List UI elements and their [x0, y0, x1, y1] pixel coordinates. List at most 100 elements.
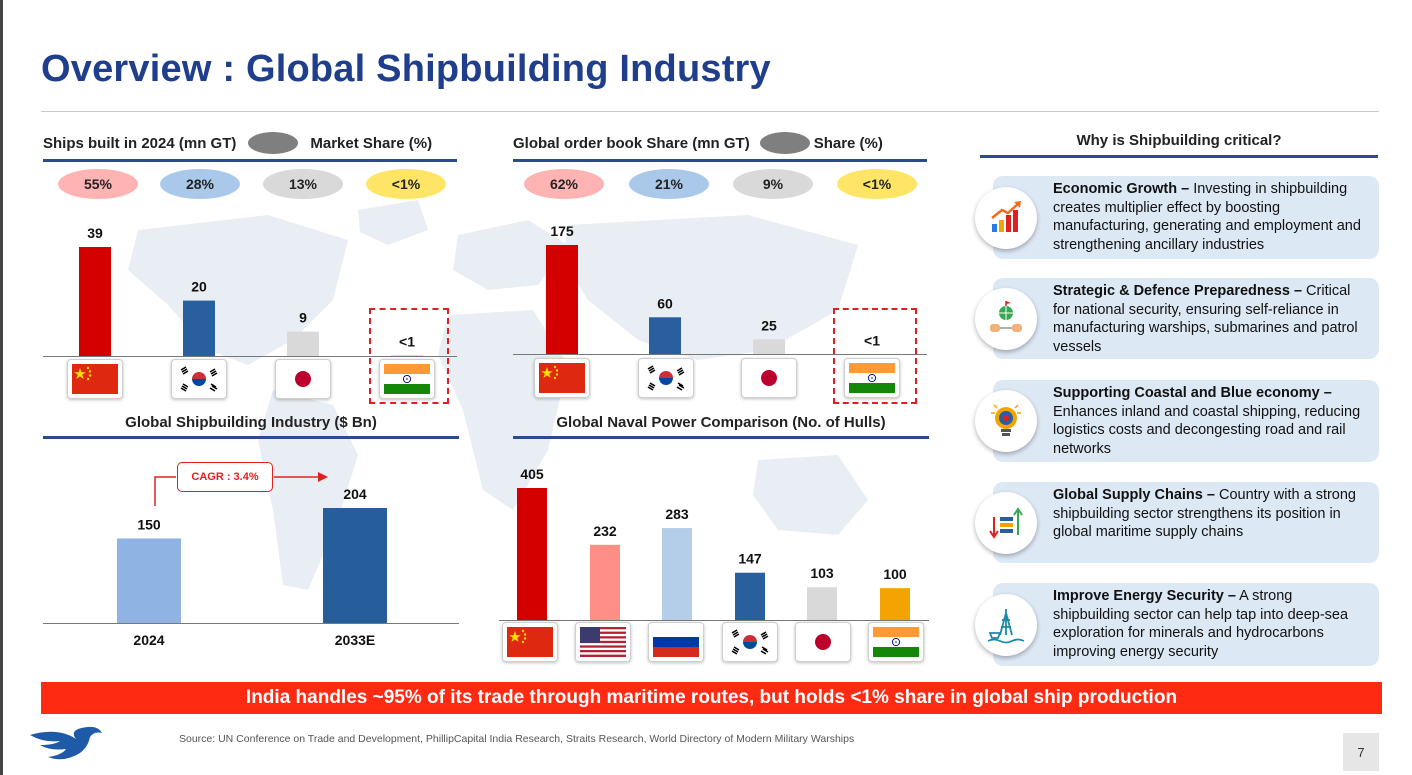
- share-pill-korea: 28%: [160, 169, 240, 199]
- flag-india-graphic: [384, 364, 430, 394]
- industry-size-axis: [43, 623, 459, 624]
- industry-size-chart: 150 2024 204 2033E: [117, 486, 387, 648]
- ships-built-header: Ships built in 2024 (mn GT) Market Share…: [43, 132, 457, 162]
- critical-text: Global Supply Chains – Country with a st…: [1053, 486, 1371, 542]
- industry-size-title: Global Shipbuilding Industry ($ Bn): [125, 414, 377, 431]
- value-label: 150: [137, 516, 161, 532]
- critical-title: Supporting Coastal and Blue economy –: [1053, 385, 1332, 401]
- key-insight-banner: India handles ~95% of its trade through …: [41, 682, 1382, 714]
- critical-title: Economic Growth –: [1053, 181, 1190, 197]
- bar-china: [79, 247, 111, 357]
- bar-japan: [807, 587, 837, 621]
- flag-korea-graphic: [643, 363, 689, 393]
- bar-china: [517, 488, 547, 621]
- value-label: 9: [299, 310, 307, 326]
- value-label: <1: [399, 334, 415, 350]
- share-pill-korea: 21%: [629, 169, 709, 199]
- naval-power-title: Global Naval Power Comparison (No. of Hu…: [556, 414, 886, 431]
- critical-body: Critical for national security, ensuring…: [1053, 283, 1358, 355]
- bar-russia: [662, 528, 692, 621]
- naval-power-chart: 405 232 283 147 103 100: [517, 466, 910, 621]
- flag-japan-icon: [741, 358, 797, 398]
- flag-china-graphic: [507, 627, 553, 657]
- value-label: 232: [593, 523, 617, 539]
- bulb-gear-icon: [975, 390, 1037, 452]
- naval-power-header: Global Naval Power Comparison (No. of Hu…: [513, 414, 929, 439]
- ships-built-axis: [43, 356, 457, 357]
- flag-india-graphic: [873, 627, 919, 657]
- flag-china-icon: [67, 359, 123, 399]
- supply-chain-icon: [975, 492, 1037, 554]
- flag-india-graphic: [849, 363, 895, 393]
- share-pill-china: 55%: [58, 169, 138, 199]
- share-legend-swatch: [759, 132, 810, 154]
- value-label: 100: [883, 566, 907, 582]
- value-label: 25: [761, 317, 777, 333]
- critical-card-economic-growth: Economic Growth – Investing in shipbuild…: [975, 176, 1379, 259]
- bar-japan: [287, 331, 319, 357]
- flag-china-graphic: [72, 364, 118, 394]
- value-label: 175: [550, 223, 574, 239]
- company-logo: [30, 726, 102, 760]
- page-title: Overview : Global Shipbuilding Industry: [41, 48, 771, 90]
- share-pill-japan: 13%: [263, 169, 343, 199]
- flag-china-icon: [534, 358, 590, 398]
- ships-built-legend-label: Market Share (%): [310, 134, 433, 152]
- flag-china-icon: [502, 622, 558, 662]
- bar-south-korea: [183, 300, 215, 357]
- flag-russia-icon: [648, 622, 704, 662]
- flag-korea-icon: [171, 359, 227, 399]
- category-label: 2024: [133, 632, 164, 648]
- bar-japan: [753, 339, 785, 355]
- critical-text: Supporting Coastal and Blue economy – En…: [1053, 384, 1371, 458]
- bar-india: [880, 588, 910, 621]
- share-pill-china: 62%: [524, 169, 604, 199]
- value-label: 39: [87, 225, 103, 241]
- india-highlight-box: [369, 308, 449, 404]
- critical-body: Enhances inland and coastal shipping, re…: [1053, 403, 1361, 457]
- cagr-annotation: CAGR : 3.4%: [177, 462, 273, 492]
- value-label: 283: [665, 506, 689, 522]
- industry-size-header: Global Shipbuilding Industry ($ Bn): [43, 414, 459, 439]
- critical-body: A strong shipbuilding sector can help ta…: [1053, 588, 1349, 660]
- source-note: Source: UN Conference on Trade and Devel…: [179, 733, 855, 745]
- share-pill-india: <1%: [366, 169, 446, 199]
- flag-japan-graphic: [800, 627, 846, 657]
- flag-india-icon: [379, 359, 435, 399]
- value-label: 405: [520, 466, 544, 482]
- flag-korea-graphic: [176, 364, 222, 394]
- flag-japan-icon: [275, 359, 331, 399]
- value-label: 204: [343, 486, 367, 502]
- growth-chart-icon: [975, 187, 1037, 249]
- critical-card-blue-economy: Supporting Coastal and Blue economy – En…: [975, 380, 1379, 462]
- ships-built-chart: 39 20 9 <1: [79, 225, 423, 357]
- order-book-legend-label: Share (%): [813, 134, 883, 152]
- flag-india-icon: [868, 622, 924, 662]
- naval-power-axis: [499, 620, 929, 621]
- critical-heading: Why is Shipbuilding critical?: [980, 132, 1378, 158]
- order-book-title: Global order book Share (mn GT): [513, 134, 750, 152]
- flag-india-icon: [844, 358, 900, 398]
- value-label: 60: [657, 295, 673, 311]
- critical-text: Strategic & Defence Preparedness – Criti…: [1053, 282, 1371, 356]
- flag-korea-graphic: [727, 627, 773, 657]
- category-label: 2033E: [335, 632, 375, 648]
- critical-body: Country with a strong shipbuilding secto…: [1053, 487, 1356, 540]
- page-number: 7: [1343, 733, 1379, 771]
- critical-title: Improve Energy Security –: [1053, 588, 1236, 604]
- critical-card-supply-chains: Global Supply Chains – Country with a st…: [975, 482, 1379, 563]
- order-book-header: Global order book Share (mn GT) Share (%…: [513, 132, 927, 162]
- bar-usa: [590, 544, 620, 621]
- share-pill-india: <1%: [837, 169, 917, 199]
- order-book-axis: [513, 354, 927, 355]
- bar-2033e: [323, 508, 387, 623]
- offshore-rig-icon: [975, 594, 1037, 656]
- flag-usa-graphic: [580, 627, 626, 657]
- cagr-arrow: [154, 472, 328, 506]
- bar-south-korea: [649, 317, 681, 355]
- critical-card-defence: Strategic & Defence Preparedness – Criti…: [975, 278, 1379, 359]
- defence-globe-icon: [975, 288, 1037, 350]
- order-book-chart: 175 60 25 <1: [546, 223, 888, 355]
- flag-russia-graphic: [653, 627, 699, 657]
